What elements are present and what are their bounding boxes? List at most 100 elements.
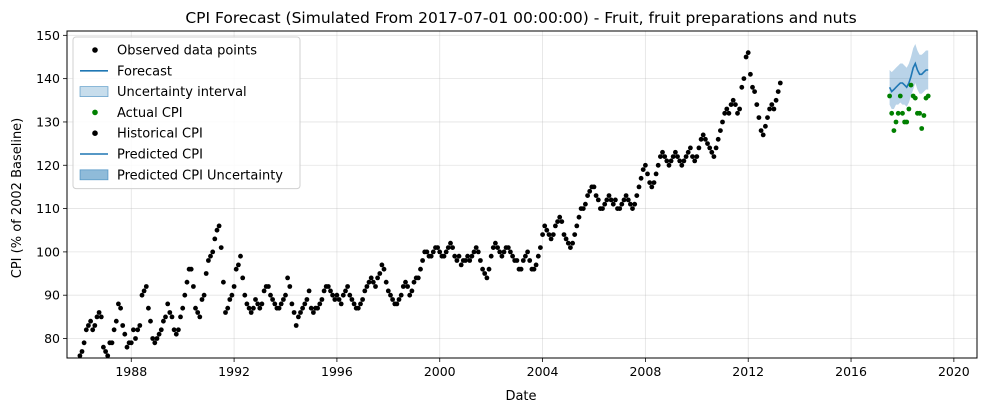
historical-cpi-point xyxy=(647,180,653,186)
data-point-layer xyxy=(77,50,931,359)
x-tick-label: 2000 xyxy=(424,364,456,379)
historical-cpi-point xyxy=(555,219,560,225)
actual-cpi-point xyxy=(897,93,903,99)
historical-cpi-point xyxy=(673,149,678,155)
historical-cpi-point xyxy=(385,288,391,294)
historical-cpi-point xyxy=(223,310,228,315)
historical-cpi-point xyxy=(728,102,734,107)
historical-cpi-point xyxy=(523,253,528,259)
historical-cpi-point xyxy=(148,318,153,324)
historical-cpi-point xyxy=(180,305,186,311)
historical-cpi-point xyxy=(501,249,507,255)
historical-cpi-point xyxy=(606,193,612,199)
historical-cpi-point xyxy=(343,288,348,294)
historical-cpi-point xyxy=(621,197,627,203)
historical-cpi-point xyxy=(625,197,631,203)
historical-cpi-point xyxy=(336,297,342,302)
legend-marker xyxy=(92,47,98,53)
historical-cpi-point xyxy=(377,271,383,276)
historical-cpi-point xyxy=(748,71,753,77)
historical-cpi-point xyxy=(118,305,123,311)
uncertainty-interval-band xyxy=(889,44,929,109)
historical-cpi-point xyxy=(662,154,668,160)
historical-cpi-point xyxy=(608,197,614,203)
historical-cpi-point xyxy=(583,201,588,207)
legend-label: Uncertainty interval xyxy=(117,85,247,100)
historical-cpi-point xyxy=(628,201,633,207)
historical-cpi-point xyxy=(210,249,216,255)
historical-cpi-point xyxy=(176,327,181,333)
historical-cpi-point xyxy=(218,245,224,251)
historical-cpi-point xyxy=(544,227,550,233)
historical-cpi-point xyxy=(448,240,453,246)
historical-cpi-point xyxy=(739,84,745,90)
historical-cpi-point xyxy=(308,305,314,311)
historical-cpi-point xyxy=(240,275,246,281)
historical-cpi-point xyxy=(525,249,530,255)
historical-cpi-point xyxy=(360,297,365,302)
historical-cpi-point xyxy=(690,154,695,160)
historical-cpi-point xyxy=(445,245,451,251)
historical-cpi-point xyxy=(649,184,655,190)
historical-cpi-point xyxy=(409,288,415,294)
historical-cpi-point xyxy=(698,136,704,142)
historical-cpi-point xyxy=(268,292,273,298)
y-tick-label: 130 xyxy=(36,114,60,129)
actual-cpi-point xyxy=(889,110,895,116)
historical-cpi-point xyxy=(548,236,554,242)
historical-cpi-point xyxy=(660,149,665,155)
historical-cpi-point xyxy=(531,266,537,272)
historical-cpi-point xyxy=(418,266,423,272)
historical-cpi-point xyxy=(158,327,164,333)
historical-cpi-point xyxy=(623,193,629,199)
historical-cpi-point xyxy=(244,301,250,307)
historical-cpi-point xyxy=(685,149,691,155)
historical-cpi-point xyxy=(574,223,580,229)
historical-cpi-point xyxy=(358,301,363,307)
historical-cpi-point xyxy=(300,305,305,311)
historical-cpi-point xyxy=(486,266,492,272)
historical-cpi-point xyxy=(281,297,286,302)
historical-cpi-point xyxy=(546,232,552,238)
historical-cpi-point xyxy=(81,340,87,346)
historical-cpi-point xyxy=(565,240,571,246)
historical-cpi-point xyxy=(514,258,520,263)
historical-cpi-point xyxy=(199,297,205,302)
historical-cpi-point xyxy=(563,236,569,242)
y-axis-label: CPI (% of 2002 Baseline) xyxy=(10,118,25,279)
x-tick-label: 2012 xyxy=(732,364,764,379)
historical-cpi-point xyxy=(557,214,563,220)
historical-cpi-point xyxy=(216,223,222,229)
historical-cpi-point xyxy=(703,136,708,142)
historical-cpi-point xyxy=(96,310,102,315)
historical-cpi-point xyxy=(415,275,421,281)
historical-cpi-point xyxy=(658,154,663,160)
historical-cpi-point xyxy=(465,253,470,259)
historical-cpi-point xyxy=(317,301,323,307)
x-tick-label: 1996 xyxy=(321,364,353,379)
historical-cpi-point xyxy=(591,184,597,190)
historical-cpi-point xyxy=(777,80,783,86)
historical-cpi-point xyxy=(109,340,115,346)
historical-cpi-point xyxy=(236,262,241,268)
historical-cpi-point xyxy=(362,288,368,294)
historical-cpi-point xyxy=(745,50,751,56)
actual-cpi-point xyxy=(919,126,925,131)
historical-cpi-point xyxy=(111,327,117,333)
historical-cpi-point xyxy=(572,232,578,238)
historical-cpi-point xyxy=(720,119,725,125)
historical-cpi-point xyxy=(535,253,541,259)
historical-cpi-point xyxy=(733,102,738,107)
historical-cpi-point xyxy=(602,201,608,207)
historical-cpi-point xyxy=(137,323,143,328)
actual-cpi-point xyxy=(895,110,901,116)
actual-cpi-point xyxy=(891,128,897,134)
historical-cpi-point xyxy=(640,167,646,173)
historical-cpi-point xyxy=(722,110,728,116)
historical-cpi-point xyxy=(610,201,616,207)
historical-cpi-point xyxy=(645,171,650,177)
historical-cpi-point xyxy=(191,284,196,289)
x-tick-label: 1988 xyxy=(115,364,147,379)
legend-box xyxy=(72,36,301,190)
grid xyxy=(67,31,977,358)
